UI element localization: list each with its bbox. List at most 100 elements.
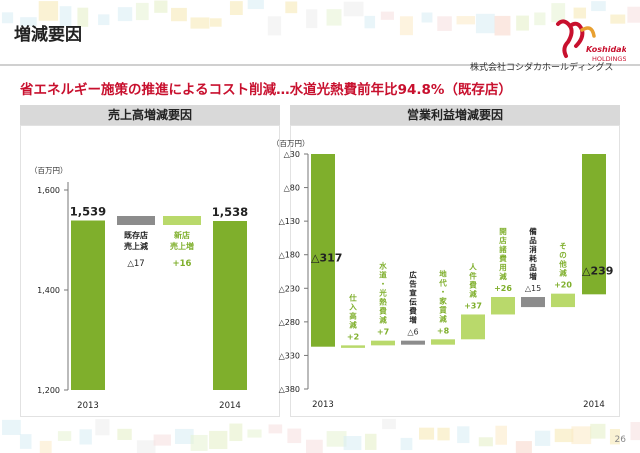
profit-step-bar xyxy=(371,340,395,346)
profit-step-value: +26 xyxy=(494,284,512,293)
mosaic-tile xyxy=(364,433,377,450)
sales-legend-label: 新店 xyxy=(174,230,190,240)
profit-step-bar xyxy=(551,293,575,308)
mosaic-tile xyxy=(39,440,52,453)
sales-x-label: 2013 xyxy=(77,401,99,411)
mosaic-tile xyxy=(399,16,413,36)
mosaic-tile xyxy=(117,428,132,440)
mosaic-tile xyxy=(79,429,92,445)
page-title: 増減要因 xyxy=(14,25,82,45)
mosaic-tile xyxy=(57,431,72,441)
page-number: 26 xyxy=(614,435,626,445)
mosaic-tile xyxy=(590,423,606,439)
mosaic-tile xyxy=(571,426,592,445)
mosaic-tile xyxy=(516,15,529,31)
svg-text:HOLDINGS: HOLDINGS xyxy=(592,55,626,63)
sales-legend-swatch xyxy=(163,216,201,225)
mosaic-tile xyxy=(515,441,532,453)
sales-legend-value: +16 xyxy=(173,259,192,269)
mosaic-tile xyxy=(630,422,640,441)
mosaic-tile xyxy=(171,7,187,22)
company-logo: Koshidaka HOLDINGS xyxy=(556,19,626,63)
mosaic-tile xyxy=(38,1,59,21)
profit-step-label: 仕入高減 xyxy=(348,292,357,329)
mosaic-tile xyxy=(421,12,433,23)
sales-unit-label: （百万円） xyxy=(30,166,68,175)
mosaic-tile xyxy=(343,436,362,451)
mosaic-tile xyxy=(153,434,171,446)
profit-y-tick-label: △330 xyxy=(279,351,300,360)
sales-legend-value: △17 xyxy=(127,259,144,269)
profit-step-label: 備品消耗品増 xyxy=(529,226,537,281)
mosaic-tile xyxy=(551,3,566,23)
sales-panel-title: 売上高増減要因 xyxy=(20,105,280,125)
mosaic-tile xyxy=(59,6,72,27)
mosaic-tile xyxy=(19,434,32,449)
mosaic-tile xyxy=(609,429,620,445)
profit-step-value: △6 xyxy=(407,328,418,337)
mosaic-tile xyxy=(98,14,110,26)
mosaic-tile xyxy=(494,15,511,36)
profit-step-label: 開店諸費用減 xyxy=(499,227,507,281)
profit-bar-2014 xyxy=(582,154,606,295)
sales-bar-value: 1,539 xyxy=(70,205,106,219)
mosaic-tile xyxy=(174,428,194,445)
profit-step-value: +8 xyxy=(437,326,450,335)
profit-step-bar xyxy=(401,340,425,345)
profit-start-value: △317 xyxy=(311,252,342,265)
mosaic-tile xyxy=(364,15,376,29)
mosaic-tile xyxy=(267,16,282,36)
header-divider xyxy=(0,64,640,66)
mosaic-tile xyxy=(326,9,342,26)
mosaic-tile xyxy=(591,1,606,12)
profit-step-bar xyxy=(521,297,545,308)
svg-text:Koshidaka: Koshidaka xyxy=(586,45,626,54)
profit-step-bar xyxy=(341,345,365,348)
profit-y-tick-label: △30 xyxy=(284,150,300,159)
sales-legend-label: 売上減 xyxy=(124,241,148,251)
mosaic-tile xyxy=(475,13,495,34)
mosaic-tile xyxy=(209,430,228,450)
mosaic-tile xyxy=(573,7,587,19)
sales-legend-label: 既存店 xyxy=(124,230,148,240)
mosaic-tile xyxy=(305,439,323,453)
mosaic-tile xyxy=(534,430,551,446)
profit-y-tick-label: △130 xyxy=(279,217,300,226)
profit-panel-title: 営業利益増減要因 xyxy=(290,105,620,125)
mosaic-tile xyxy=(343,1,364,17)
profit-step-bar xyxy=(431,339,455,345)
profit-panel xyxy=(290,125,620,417)
mosaic-tile xyxy=(2,419,21,435)
profit-step-value: +7 xyxy=(377,328,389,337)
mosaic-tile xyxy=(382,418,396,430)
profit-step-value: +20 xyxy=(554,281,572,290)
headline: 省エネルギー施策の推進によるコスト削減…水道光熱費前年比94.8%（既存店） xyxy=(20,82,512,98)
mosaic-tile xyxy=(1,12,14,24)
mosaic-tile xyxy=(135,2,149,21)
mosaic-tile xyxy=(400,437,413,451)
mosaic-tile xyxy=(437,427,450,441)
mosaic-tile xyxy=(209,18,222,27)
mosaic-tile xyxy=(117,7,133,22)
mosaic-tile xyxy=(457,426,470,444)
mosaic-tile xyxy=(268,424,283,434)
profit-step-label: 水道・光熱費減 xyxy=(378,261,387,325)
profit-y-tick-label: △280 xyxy=(279,318,300,327)
profit-step-bar xyxy=(461,314,485,340)
profit-step-bar xyxy=(491,297,515,315)
mosaic-tile xyxy=(306,9,318,29)
mosaic-tile xyxy=(495,425,508,445)
sales-bar-2013 xyxy=(71,220,105,390)
mosaic-tile xyxy=(190,17,210,29)
mosaic-tile xyxy=(627,6,640,23)
sales-y-tick-label: 1,600 xyxy=(37,186,60,195)
sales-y-tick-label: 1,200 xyxy=(37,386,60,395)
mosaic-tile xyxy=(285,1,298,14)
mosaic-tile xyxy=(154,0,168,13)
mosaic-tile xyxy=(326,431,347,447)
sales-bar-2014 xyxy=(213,221,247,390)
mosaic-tile xyxy=(136,440,156,453)
